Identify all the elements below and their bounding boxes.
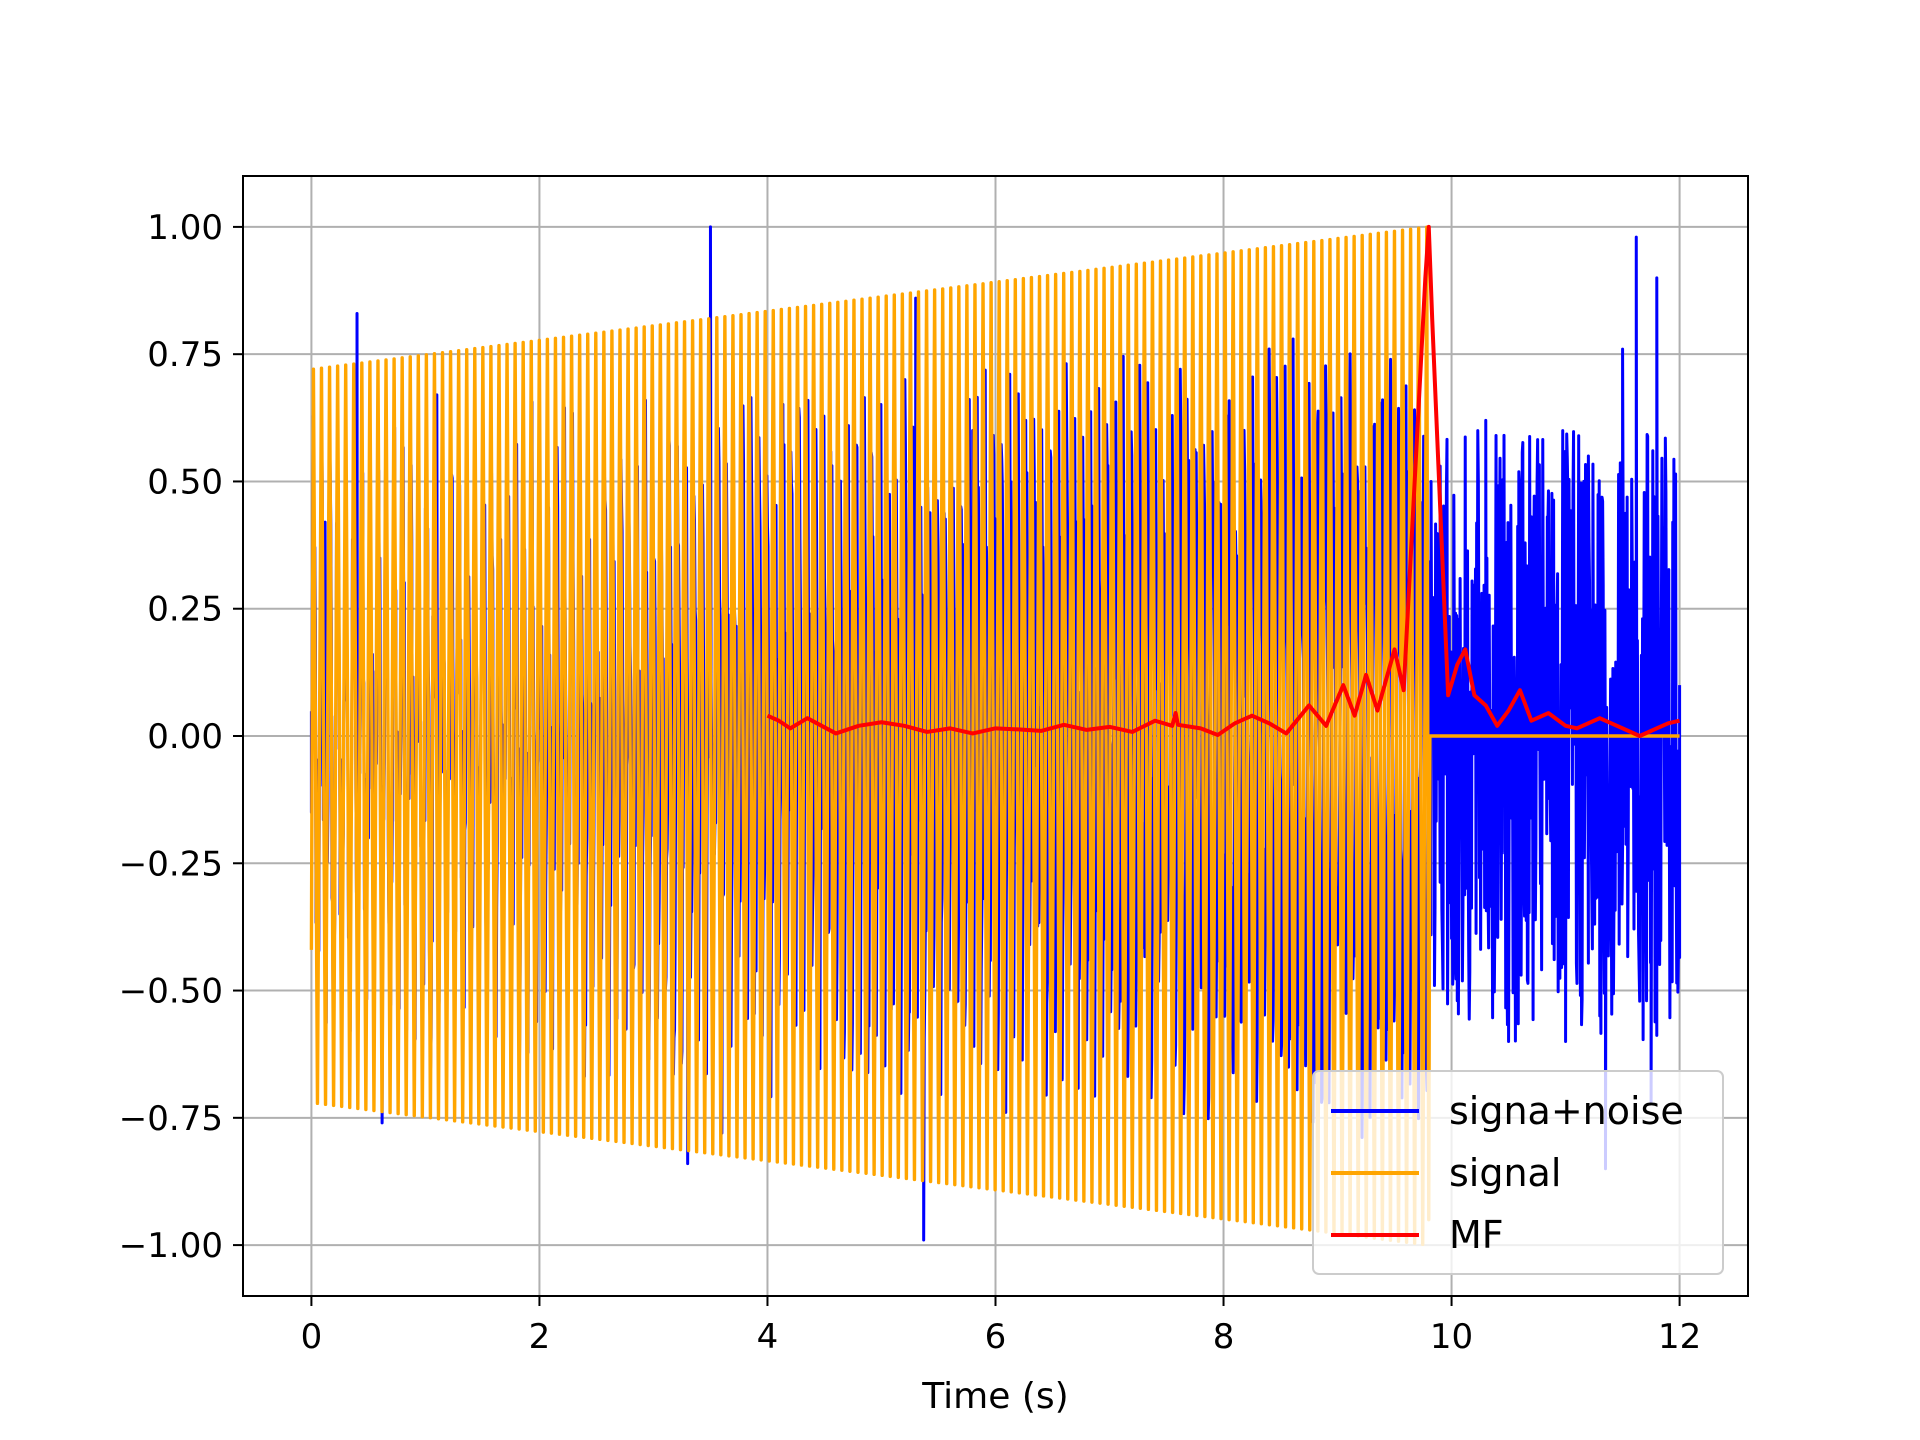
- y-tick-label: 1.00: [147, 208, 223, 248]
- y-tick-label: 0.75: [147, 335, 223, 375]
- series-layer: [309, 224, 1682, 1247]
- x-tick-label: 4: [757, 1317, 779, 1357]
- y-tick-label: 0.25: [147, 590, 223, 630]
- x-tick-label: 10: [1430, 1317, 1473, 1357]
- series-mf-line: [766, 224, 1681, 738]
- x-tick-label: 0: [301, 1317, 323, 1357]
- axis-ticks: 0 2 4 6 8 10 12 1.00 0.75 0.50 0.25 0.00 −0.25 −0.50 −…: [119, 208, 1701, 1357]
- y-tick-label: 0.00: [147, 717, 223, 757]
- y-tick-label: 0.50: [147, 462, 223, 502]
- x-tick-label: 12: [1658, 1317, 1701, 1357]
- x-axis-label: Time (s): [921, 1376, 1068, 1417]
- legend-label: signal: [1449, 1151, 1561, 1195]
- legend-box: [1312, 1070, 1724, 1275]
- y-tick-label: −0.75: [119, 1099, 223, 1139]
- y-tick-label: −0.50: [119, 972, 223, 1012]
- x-tick-label: 8: [1213, 1317, 1235, 1357]
- y-tick-label: −0.25: [119, 844, 223, 884]
- legend-label: MF: [1449, 1213, 1504, 1257]
- legend-label: signa+noise: [1449, 1089, 1684, 1133]
- x-tick-label: 6: [985, 1317, 1007, 1357]
- y-tick-label: −1.00: [119, 1226, 223, 1266]
- x-tick-label: 2: [529, 1317, 551, 1357]
- legend: signa+noise signal MF: [1312, 1070, 1724, 1275]
- series-signal-line: [309, 225, 1680, 1247]
